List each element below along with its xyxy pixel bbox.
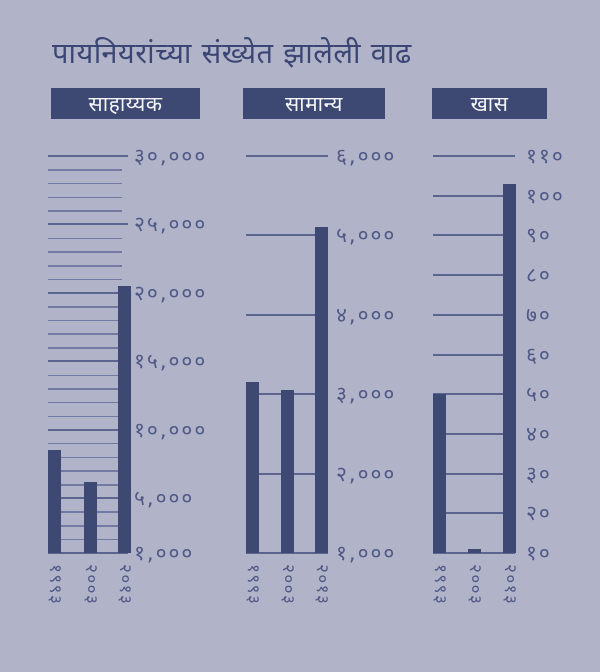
- y-tick-label: ९०: [526, 223, 552, 248]
- minor-gridline: [48, 456, 122, 459]
- minor-gridline: [48, 442, 122, 445]
- minor-gridline: [48, 388, 122, 390]
- bar: [433, 394, 446, 553]
- minor-gridline: [48, 415, 122, 418]
- major-gridline: [48, 291, 128, 294]
- y-axis-labels-regular: ६,००० ५,००० ४,००० ३,००० २,००० १,०००: [336, 145, 421, 576]
- y-tick-label: ४०: [526, 421, 552, 446]
- y-tick-label: २०: [526, 501, 552, 526]
- y-tick-label: ६,०००: [336, 144, 397, 168]
- y-axis-labels-special: ११० १०० ९० ८० ७० ६० ५० ४० ३० २० १०: [526, 145, 600, 576]
- minor-gridline: [48, 347, 122, 349]
- y-tick-label: ४,०००: [336, 302, 397, 327]
- minor-gridline: [48, 196, 122, 199]
- y-tick-label: १५,०००: [134, 349, 208, 374]
- x-axis-labels-regular: १९९३ २००३ २०१३: [242, 564, 346, 634]
- major-gridline: [48, 223, 128, 226]
- major-gridline: [246, 313, 328, 316]
- minor-gridline: [48, 278, 122, 281]
- bar: [468, 549, 481, 553]
- bar: [246, 382, 259, 553]
- y-tick-label: २,०००: [336, 461, 397, 486]
- y-tick-label: ५,०००: [134, 486, 195, 511]
- minor-gridline: [48, 333, 122, 335]
- chart-header-regular: सामान्य: [243, 88, 385, 119]
- y-tick-label: १०: [526, 541, 552, 565]
- major-gridline: [433, 234, 515, 237]
- plot-area-regular: [246, 155, 328, 554]
- y-tick-label: १०,०००: [134, 417, 208, 442]
- plot-area-auxiliary: [48, 155, 131, 554]
- major-gridline: [433, 274, 515, 277]
- minor-gridline: [48, 169, 122, 171]
- y-tick-label: ३,०००: [336, 382, 397, 407]
- minor-gridline: [48, 237, 122, 240]
- y-tick-label: ७०: [526, 302, 552, 327]
- minor-gridline: [48, 374, 122, 377]
- major-gridline: [246, 155, 328, 157]
- y-tick-label: ११०: [526, 144, 565, 168]
- minor-gridline: [48, 470, 122, 472]
- y-tick-label: ८०: [526, 263, 552, 288]
- y-tick-label: ३०: [526, 461, 552, 486]
- minor-gridline: [48, 210, 122, 212]
- chart-header-special-label: खास: [470, 91, 509, 116]
- major-gridline: [433, 552, 515, 554]
- y-tick-label: ३०,०००: [134, 144, 208, 168]
- minor-gridline: [48, 306, 122, 308]
- bar: [503, 183, 516, 553]
- page-title: पायनियरांच्या संख्येत झालेली वाढ: [52, 36, 412, 70]
- x-tick-label-year: १९९३: [242, 564, 263, 606]
- minor-gridline: [48, 319, 122, 322]
- minor-gridline: [48, 251, 122, 253]
- major-gridline: [48, 428, 128, 431]
- x-tick-label-year: २०१३: [114, 564, 135, 606]
- y-tick-label: ६०: [526, 342, 552, 367]
- y-tick-label: १,०००: [336, 541, 397, 565]
- plot-area-special: [433, 155, 516, 554]
- major-gridline: [433, 353, 515, 356]
- major-gridline: [246, 552, 328, 554]
- major-gridline: [433, 194, 515, 197]
- minor-gridline: [48, 182, 122, 185]
- major-gridline: [433, 432, 515, 435]
- major-gridline: [48, 360, 128, 363]
- bar: [281, 390, 294, 553]
- x-tick-label-year: १९९३: [429, 564, 450, 606]
- major-gridline: [48, 552, 128, 554]
- x-tick-label-year: २००३: [277, 564, 298, 606]
- minor-gridline: [48, 265, 122, 267]
- chart-header-regular-label: सामान्य: [284, 91, 343, 116]
- bar: [118, 286, 131, 553]
- bar: [48, 450, 61, 553]
- y-tick-label: ५०: [526, 382, 552, 407]
- bar: [84, 481, 97, 553]
- major-gridline: [48, 155, 128, 157]
- x-axis-labels-special: १९९३ २००३ २०१३: [429, 564, 533, 634]
- chart-header-auxiliary-label: साहाय्यक: [88, 91, 163, 116]
- major-gridline: [433, 472, 515, 475]
- x-tick-label-year: २०१३: [499, 564, 520, 606]
- y-tick-label: १,०००: [134, 541, 195, 565]
- y-tick-label: २०,०००: [134, 280, 208, 305]
- y-tick-label: ५,०००: [336, 223, 397, 248]
- major-gridline: [433, 393, 515, 396]
- y-axis-labels-auxiliary: ३०,००० २५,००० २०,००० १५,००० १०,००० ५,००० १,०००: [134, 145, 219, 576]
- y-tick-label: १००: [526, 183, 565, 208]
- major-gridline: [433, 313, 515, 316]
- major-gridline: [433, 155, 515, 157]
- chart-header-special: खास: [432, 88, 547, 119]
- x-tick-label-year: २०१३: [311, 564, 332, 606]
- major-gridline: [246, 234, 328, 237]
- x-tick-label-year: १९९३: [44, 564, 65, 606]
- bar: [315, 227, 328, 553]
- chart-header-auxiliary: साहाय्यक: [51, 88, 200, 119]
- x-axis-labels-auxiliary: १९९३ २००३ २०१३: [44, 564, 148, 634]
- minor-gridline: [48, 401, 122, 404]
- x-tick-label-year: २००३: [464, 564, 485, 606]
- major-gridline: [433, 512, 515, 515]
- x-tick-label-year: २००३: [80, 564, 101, 606]
- y-tick-label: २५,०००: [134, 212, 208, 237]
